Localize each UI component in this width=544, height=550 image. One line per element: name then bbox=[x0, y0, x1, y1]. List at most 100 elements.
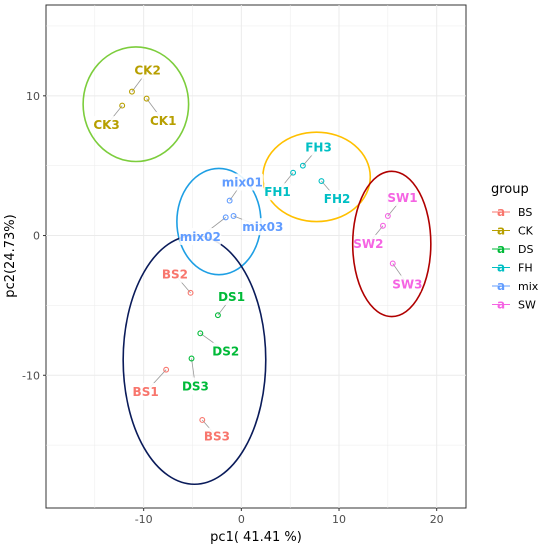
point-label-background bbox=[305, 138, 332, 156]
point-label-bs2: BS2 bbox=[162, 268, 188, 282]
y-tick-label: 0 bbox=[33, 230, 40, 243]
point-label-fh3: FH3 bbox=[305, 141, 332, 155]
point-label-background bbox=[212, 342, 240, 360]
legend-label-ds: DS bbox=[518, 243, 533, 256]
point-sw2 bbox=[380, 222, 386, 229]
point-label-bs3: BS3 bbox=[204, 430, 230, 444]
point-group-bs2: BS2 bbox=[161, 265, 194, 296]
point-group-ck1: CK1 bbox=[143, 95, 177, 129]
point-label-ck2: CK2 bbox=[134, 64, 160, 78]
point-label-bs1: BS1 bbox=[133, 385, 159, 399]
point-label-background bbox=[264, 183, 291, 201]
point-ck3 bbox=[119, 102, 126, 109]
legend-key-glyph: a bbox=[497, 242, 505, 256]
point-label-background bbox=[93, 116, 120, 134]
point-sw1 bbox=[384, 213, 391, 219]
point-label-background bbox=[354, 234, 382, 252]
point-label-ds2: DS2 bbox=[212, 345, 239, 359]
y-tick-label: 10 bbox=[26, 90, 40, 103]
legend-label-sw: SW bbox=[518, 299, 536, 312]
point-label-ck3: CK3 bbox=[93, 118, 119, 132]
x-tick-label: -10 bbox=[135, 513, 153, 526]
point-ds2 bbox=[197, 330, 204, 337]
point-mix03 bbox=[230, 213, 237, 219]
x-tick-label: 0 bbox=[238, 513, 245, 526]
point-label-background bbox=[179, 227, 222, 245]
point-group-ck3: CK3 bbox=[93, 102, 126, 134]
point-group-sw1: SW1 bbox=[384, 188, 418, 219]
point-label-fh1: FH1 bbox=[264, 185, 291, 199]
legend-key-glyph: a bbox=[497, 224, 505, 238]
point-label-background bbox=[389, 188, 416, 206]
point-group-fh1: FH1 bbox=[264, 169, 297, 201]
point-label-mix02: mix02 bbox=[180, 230, 221, 244]
legend-key-glyph: a bbox=[497, 261, 505, 275]
point-ds3 bbox=[188, 355, 195, 362]
point-label-mix03: mix03 bbox=[242, 220, 283, 234]
point-label-background bbox=[203, 427, 231, 445]
x-axis-ticks: -10 0 10 20 bbox=[135, 508, 444, 526]
point-fh3 bbox=[299, 162, 306, 169]
point-fh2 bbox=[318, 178, 325, 185]
point-label-sw3: SW3 bbox=[392, 277, 422, 291]
point-bs2 bbox=[187, 289, 194, 296]
point-group-fh3: FH3 bbox=[299, 138, 332, 169]
confidence-ellipse-ck bbox=[82, 46, 190, 163]
point-group-ds2: DS2 bbox=[197, 330, 240, 360]
data-points: BS1 BS2 BS3 CK1 CK2 CK3 DS1 DS2 DS3 FH1 FH2 FH3 mix0… bbox=[93, 61, 423, 445]
point-sw3 bbox=[389, 260, 396, 267]
legend-key-glyph: a bbox=[497, 279, 505, 293]
point-group-sw3: SW3 bbox=[389, 260, 423, 293]
point-group-sw2: SW2 bbox=[353, 222, 386, 252]
point-fh1 bbox=[290, 169, 297, 176]
x-axis-title: pc1( 41.41 %) bbox=[210, 530, 302, 545]
point-label-background bbox=[182, 377, 209, 395]
point-group-ck2: CK2 bbox=[129, 61, 161, 95]
point-group-mix02: mix02 bbox=[179, 214, 229, 245]
point-label-background bbox=[161, 265, 189, 283]
legend-key-glyph: a bbox=[497, 298, 505, 312]
point-mix01 bbox=[226, 197, 233, 204]
x-tick-label: 10 bbox=[332, 513, 346, 526]
legend-label-bs: BS bbox=[518, 206, 532, 219]
legend-title: group bbox=[491, 182, 529, 197]
point-group-ds1: DS1 bbox=[214, 288, 245, 319]
legend-label-fh: FH bbox=[518, 262, 533, 275]
legend-key-glyph: a bbox=[497, 205, 505, 219]
point-label-background bbox=[221, 173, 264, 191]
point-ds1 bbox=[214, 312, 221, 319]
x-tick-label: 20 bbox=[430, 513, 444, 526]
point-group-bs1: BS1 bbox=[132, 366, 170, 401]
point-label-sw2: SW2 bbox=[353, 237, 383, 251]
point-group-mix01: mix01 bbox=[221, 173, 264, 204]
point-ck1 bbox=[143, 95, 150, 102]
point-label-background bbox=[241, 218, 284, 236]
point-mix02 bbox=[222, 214, 229, 221]
y-axis-ticks: -10 0 10 bbox=[22, 90, 46, 382]
point-label-background bbox=[149, 111, 177, 129]
y-axis-title: pc2(24.73%) bbox=[3, 214, 18, 297]
point-label-fh2: FH2 bbox=[324, 192, 351, 206]
point-label-background bbox=[218, 288, 245, 306]
confidence-ellipse-sw bbox=[351, 170, 432, 318]
point-label-mix01: mix01 bbox=[222, 175, 263, 189]
point-label-ds1: DS1 bbox=[218, 290, 245, 304]
point-bs3 bbox=[199, 417, 206, 423]
point-label-ds3: DS3 bbox=[182, 379, 209, 393]
point-group-mix03: mix03 bbox=[230, 213, 284, 236]
point-label-background bbox=[134, 61, 161, 79]
point-label-background bbox=[132, 383, 160, 401]
point-group-fh2: FH2 bbox=[318, 178, 351, 208]
point-group-ds3: DS3 bbox=[182, 355, 209, 395]
legend-label-mix: mix bbox=[518, 280, 539, 293]
point-label-background bbox=[323, 190, 351, 208]
point-bs1 bbox=[163, 366, 170, 373]
point-ck2 bbox=[129, 88, 135, 95]
point-label-background bbox=[393, 275, 421, 293]
grid bbox=[46, 5, 466, 508]
y-tick-label: -10 bbox=[22, 369, 40, 382]
legend-label-ck: CK bbox=[518, 225, 534, 238]
point-group-bs3: BS3 bbox=[199, 417, 231, 445]
